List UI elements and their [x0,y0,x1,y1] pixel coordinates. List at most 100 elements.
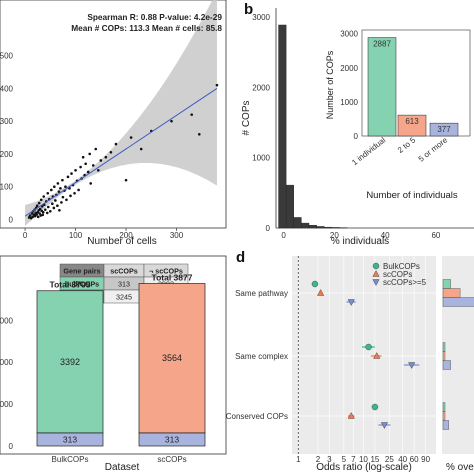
scatter-point-39 [54,199,57,202]
scatter-point-44 [58,208,61,212]
scatter-point-81 [190,113,193,116]
hist-y-ticks: 0 1000 2000 3000 [252,13,270,233]
stacked-top-label-1: 3564 [162,353,182,363]
scatter-x-label: Number of cells [87,236,156,247]
forest-plot-area [292,256,436,454]
scatter-point-80 [170,119,173,123]
forest-point-1 [317,289,325,296]
hist-bar-0 [278,24,287,229]
scatter-ytick-label-400: 400 [0,84,14,93]
panel-letter-b: b [244,1,253,18]
forest-point-8 [380,422,388,429]
hist-ytick-label-3000: 3000 [252,13,270,22]
forest-category-labels: Same pathway Same complex Conserved COPs [226,289,288,421]
overlap-bar-1 [442,288,461,298]
scatter-point-8 [33,214,37,218]
scatter-point-33 [49,209,52,213]
stacked-xtick-label-1: scCOPs [157,455,186,464]
forest-x-ticks: 1 2 3 5 7 10 15 25 40 60 90 [296,455,431,464]
forest-point-5 [408,362,416,369]
scatter-xtick-label-100: 100 [69,231,83,240]
hist-ytick-label-2000: 2000 [252,83,270,92]
inset-bar-2 [429,122,459,137]
scatter-point-29 [45,211,49,215]
forest-points [311,280,420,429]
inset-bars: 2887 613 377 [367,37,459,137]
hist-bar-7 [331,227,340,229]
hist-bar-2 [293,217,302,229]
hist-x-ticks: 0 20 40 60 [281,231,441,240]
inset-xtick-label-2: 5 or more [417,135,450,164]
scatter-ytick-label-300: 300 [0,117,14,126]
table-cell-0-2: ¬ scCOPs [149,267,183,276]
overlap-bar-8 [442,420,449,430]
histogram-bars [278,24,348,229]
scatter-panel: 0 100 200 300 0 100 200 300 400 500 Spearman R: … [0,0,227,247]
table-cell-1-0: bulkCOPs [65,280,99,289]
hist-bar-3 [301,222,310,229]
overlap-bars [442,279,474,430]
legend-marker-bulkcops [372,262,380,270]
forest-category-label: Same pathway [235,289,288,298]
inset-ytick-label-1000: 1000 [340,98,358,107]
scatter-point-77 [129,136,133,139]
forest-xtick-label-60: 60 [410,455,419,464]
scatter-point-3 [30,212,34,215]
legend-label-1: scCOPs [383,270,412,279]
scatter-fit [24,87,218,217]
scatter-point-43 [57,190,61,193]
scatter-point-23 [41,213,45,217]
scatter-point-55 [70,172,73,175]
hist-xtick-label-20: 20 [330,231,339,240]
forest-xtick-label-90: 90 [421,455,430,464]
scatter-xtick-label-0: 0 [23,231,28,240]
table-cell-2-1: 3245 [116,293,132,302]
overlap-bar-2 [442,297,474,307]
legend-label-0: BulkCOPs [383,262,420,271]
scatter-point-34 [50,188,53,192]
inset-bar-0 [367,37,397,137]
forest-point-3 [365,343,372,351]
scatter-point-38 [53,185,56,188]
stacked-ytick-label-3000: 3000 [0,316,14,325]
scatter-point-82 [197,132,201,136]
scatter-point-74 [109,150,113,154]
forest-xtick-label-40: 40 [398,455,407,464]
forest-point-2 [347,299,355,306]
scatter-point-63 [81,155,85,159]
stacked-x-ticks: BulkCOPs scCOPs [52,455,187,464]
stacked-xtick-label-0: BulkCOPs [52,455,89,464]
legend-marker-sccops5 [372,279,380,286]
scatter-point-75 [114,142,118,146]
hist-ytick-label-1000: 1000 [252,154,270,163]
forest-xtick-label-1: 1 [296,455,301,464]
stacked-ytick-label-1000: 1000 [0,400,14,409]
scatter-ytick-label-100: 100 [0,183,14,192]
panel-letter-d: d [236,249,245,266]
scatter-annotation-2: Mean # COPs: 113.3 Mean # cells: 85.8 [71,23,222,33]
scatter-point-24 [41,210,45,214]
scatter-point-31 [46,205,50,209]
scatter-y-ticks: 0 100 200 300 400 500 [0,52,14,225]
overlap-bar-0 [442,279,451,289]
overlap-panel: % ove [442,256,474,473]
forest-xtick-label-2: 2 [316,455,321,464]
inset-bar-label-0: 2887 [373,40,391,49]
scatter-point-73 [104,155,108,159]
scatter-point-50 [64,185,67,188]
scatter-point-67 [88,152,91,156]
scatter-point-66 [86,170,90,174]
stacked-total-1: Total 3877 [152,273,193,283]
scatter-point-51 [65,198,68,202]
forest-xtick-label-5: 5 [342,455,347,464]
scatter-point-1 [28,214,32,217]
scatter-point-11 [35,213,38,216]
stacked-base-label-1: 313 [165,434,179,444]
scatter-point-58 [74,169,77,172]
forest-xtick-label-25: 25 [385,455,394,464]
scatter-point-53 [68,187,71,190]
scatter-fit-line [24,87,218,217]
